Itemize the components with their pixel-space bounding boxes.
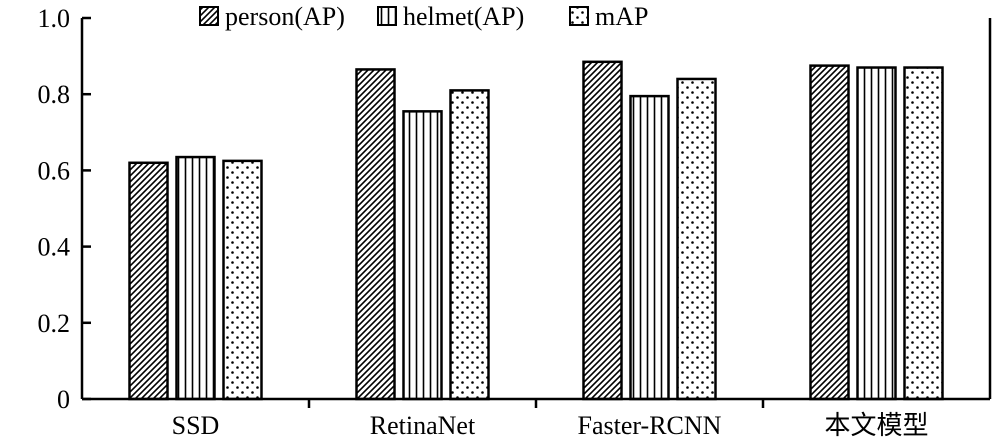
legend-label: person(AP) xyxy=(225,2,345,31)
bar-2-0 xyxy=(582,60,623,401)
axes: SSD RetinaNet Faster-RCNN 本文模型 0 0.2 0.4 0.6 0.8… xyxy=(38,4,992,440)
x-tick-label: SSD xyxy=(172,411,220,440)
y-tick-label: 0.2 xyxy=(38,309,71,338)
y-tick-label: 0.4 xyxy=(38,233,71,262)
bar-1-2 xyxy=(449,89,490,401)
bar-2-1 xyxy=(629,94,670,401)
legend-swatch xyxy=(199,6,219,26)
legend: person(AP) helmet(AP) mAP xyxy=(199,2,648,31)
y-tick-label: 0.8 xyxy=(38,80,71,109)
bars-group xyxy=(128,60,944,401)
y-tick-label: 0.6 xyxy=(38,156,71,185)
bar-3-2 xyxy=(903,66,944,401)
bar-1-1 xyxy=(402,110,443,401)
y-tick-label: 0 xyxy=(57,385,70,414)
legend-swatch xyxy=(569,6,589,26)
y-tick-label: 1.0 xyxy=(38,4,71,33)
legend-label: helmet(AP) xyxy=(403,2,524,31)
x-tick-label: 本文模型 xyxy=(824,411,928,440)
bar-3-1 xyxy=(856,66,897,401)
bar-1-0 xyxy=(355,68,396,401)
x-tick-label: Faster-RCNN xyxy=(578,411,722,440)
bar-3-0 xyxy=(809,64,850,401)
bar-2-2 xyxy=(676,77,717,401)
bar-0-2 xyxy=(222,159,263,401)
legend-label: mAP xyxy=(595,2,648,31)
bar-0-1 xyxy=(175,155,216,401)
bar-0-0 xyxy=(128,161,169,401)
legend-swatch xyxy=(377,6,397,26)
x-tick-label: RetinaNet xyxy=(370,411,476,440)
